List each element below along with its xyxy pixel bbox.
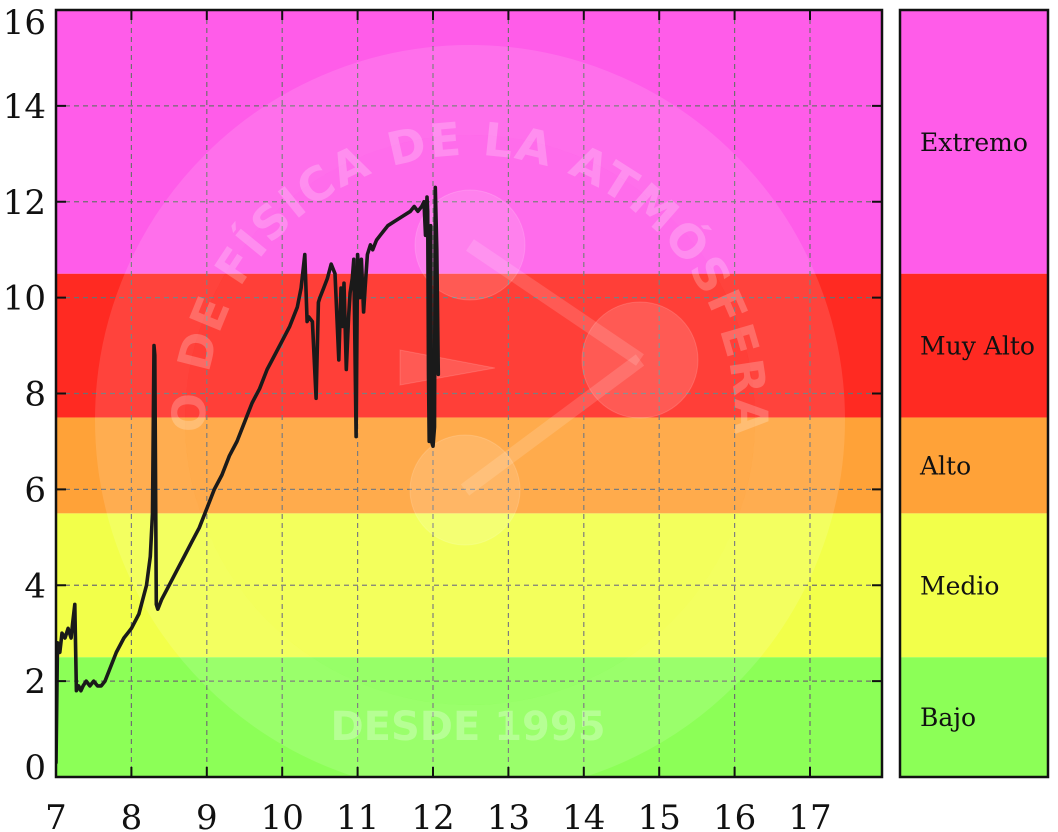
legend-swatch-medio xyxy=(900,513,1048,658)
band-extremo xyxy=(56,10,882,274)
y-tick-label: 16 xyxy=(3,3,46,43)
band-legend: Bajo Medio Alto Muy Alto Extremo xyxy=(898,8,1050,779)
x-tick-label: 8 xyxy=(121,798,143,832)
y-tick-label: 6 xyxy=(24,470,46,510)
band-bajo xyxy=(56,657,882,777)
legend-frame xyxy=(898,8,1050,779)
x-tick-label: 11 xyxy=(336,798,379,832)
y-tick-label: 8 xyxy=(24,375,46,415)
x-tick-label: 10 xyxy=(261,798,304,832)
x-tick-label: 13 xyxy=(487,798,530,832)
y-tick-label: 2 xyxy=(24,662,46,702)
legend-swatch-alto xyxy=(900,417,1048,514)
x-tick-label: 16 xyxy=(713,798,756,832)
x-tick-label: 7 xyxy=(45,798,67,832)
axis-ticks: 7 8 9 10 11 12 13 14 15 16 17 0 2 4 6 8 10 12 14 16 xyxy=(3,3,882,832)
legend-label: Extremo xyxy=(920,128,1028,157)
x-tick-label: 9 xyxy=(196,798,218,832)
grid-lines xyxy=(56,10,882,777)
uv-series xyxy=(56,185,441,765)
legend-label: Alto xyxy=(919,451,971,480)
watermark-year-text: DESDE 1995 xyxy=(330,704,605,750)
x-tick-label: 12 xyxy=(411,798,454,832)
legend-swatch-bajo xyxy=(900,657,1048,777)
uv-index-line xyxy=(56,185,441,765)
legend-label: Muy Alto xyxy=(920,332,1035,361)
legend-swatch-extremo xyxy=(900,10,1048,274)
legend-label: Bajo xyxy=(920,703,976,732)
y-tick-label: 4 xyxy=(24,566,46,606)
x-tick-label: 17 xyxy=(788,798,831,832)
legend-swatch-muy-alto xyxy=(900,273,1048,418)
y-tick-label: 0 xyxy=(24,748,46,788)
watermark-outer-ring xyxy=(95,45,845,795)
x-tick-label: 14 xyxy=(562,798,605,832)
x-tick-label: 15 xyxy=(638,798,681,832)
y-tick-label: 12 xyxy=(3,183,46,223)
y-tick-label: 10 xyxy=(3,279,46,319)
band-alto xyxy=(56,417,882,514)
watermark-molecule-icon xyxy=(399,189,699,546)
legend-label: Medio xyxy=(920,571,999,600)
y-tick-label: 14 xyxy=(3,87,46,127)
